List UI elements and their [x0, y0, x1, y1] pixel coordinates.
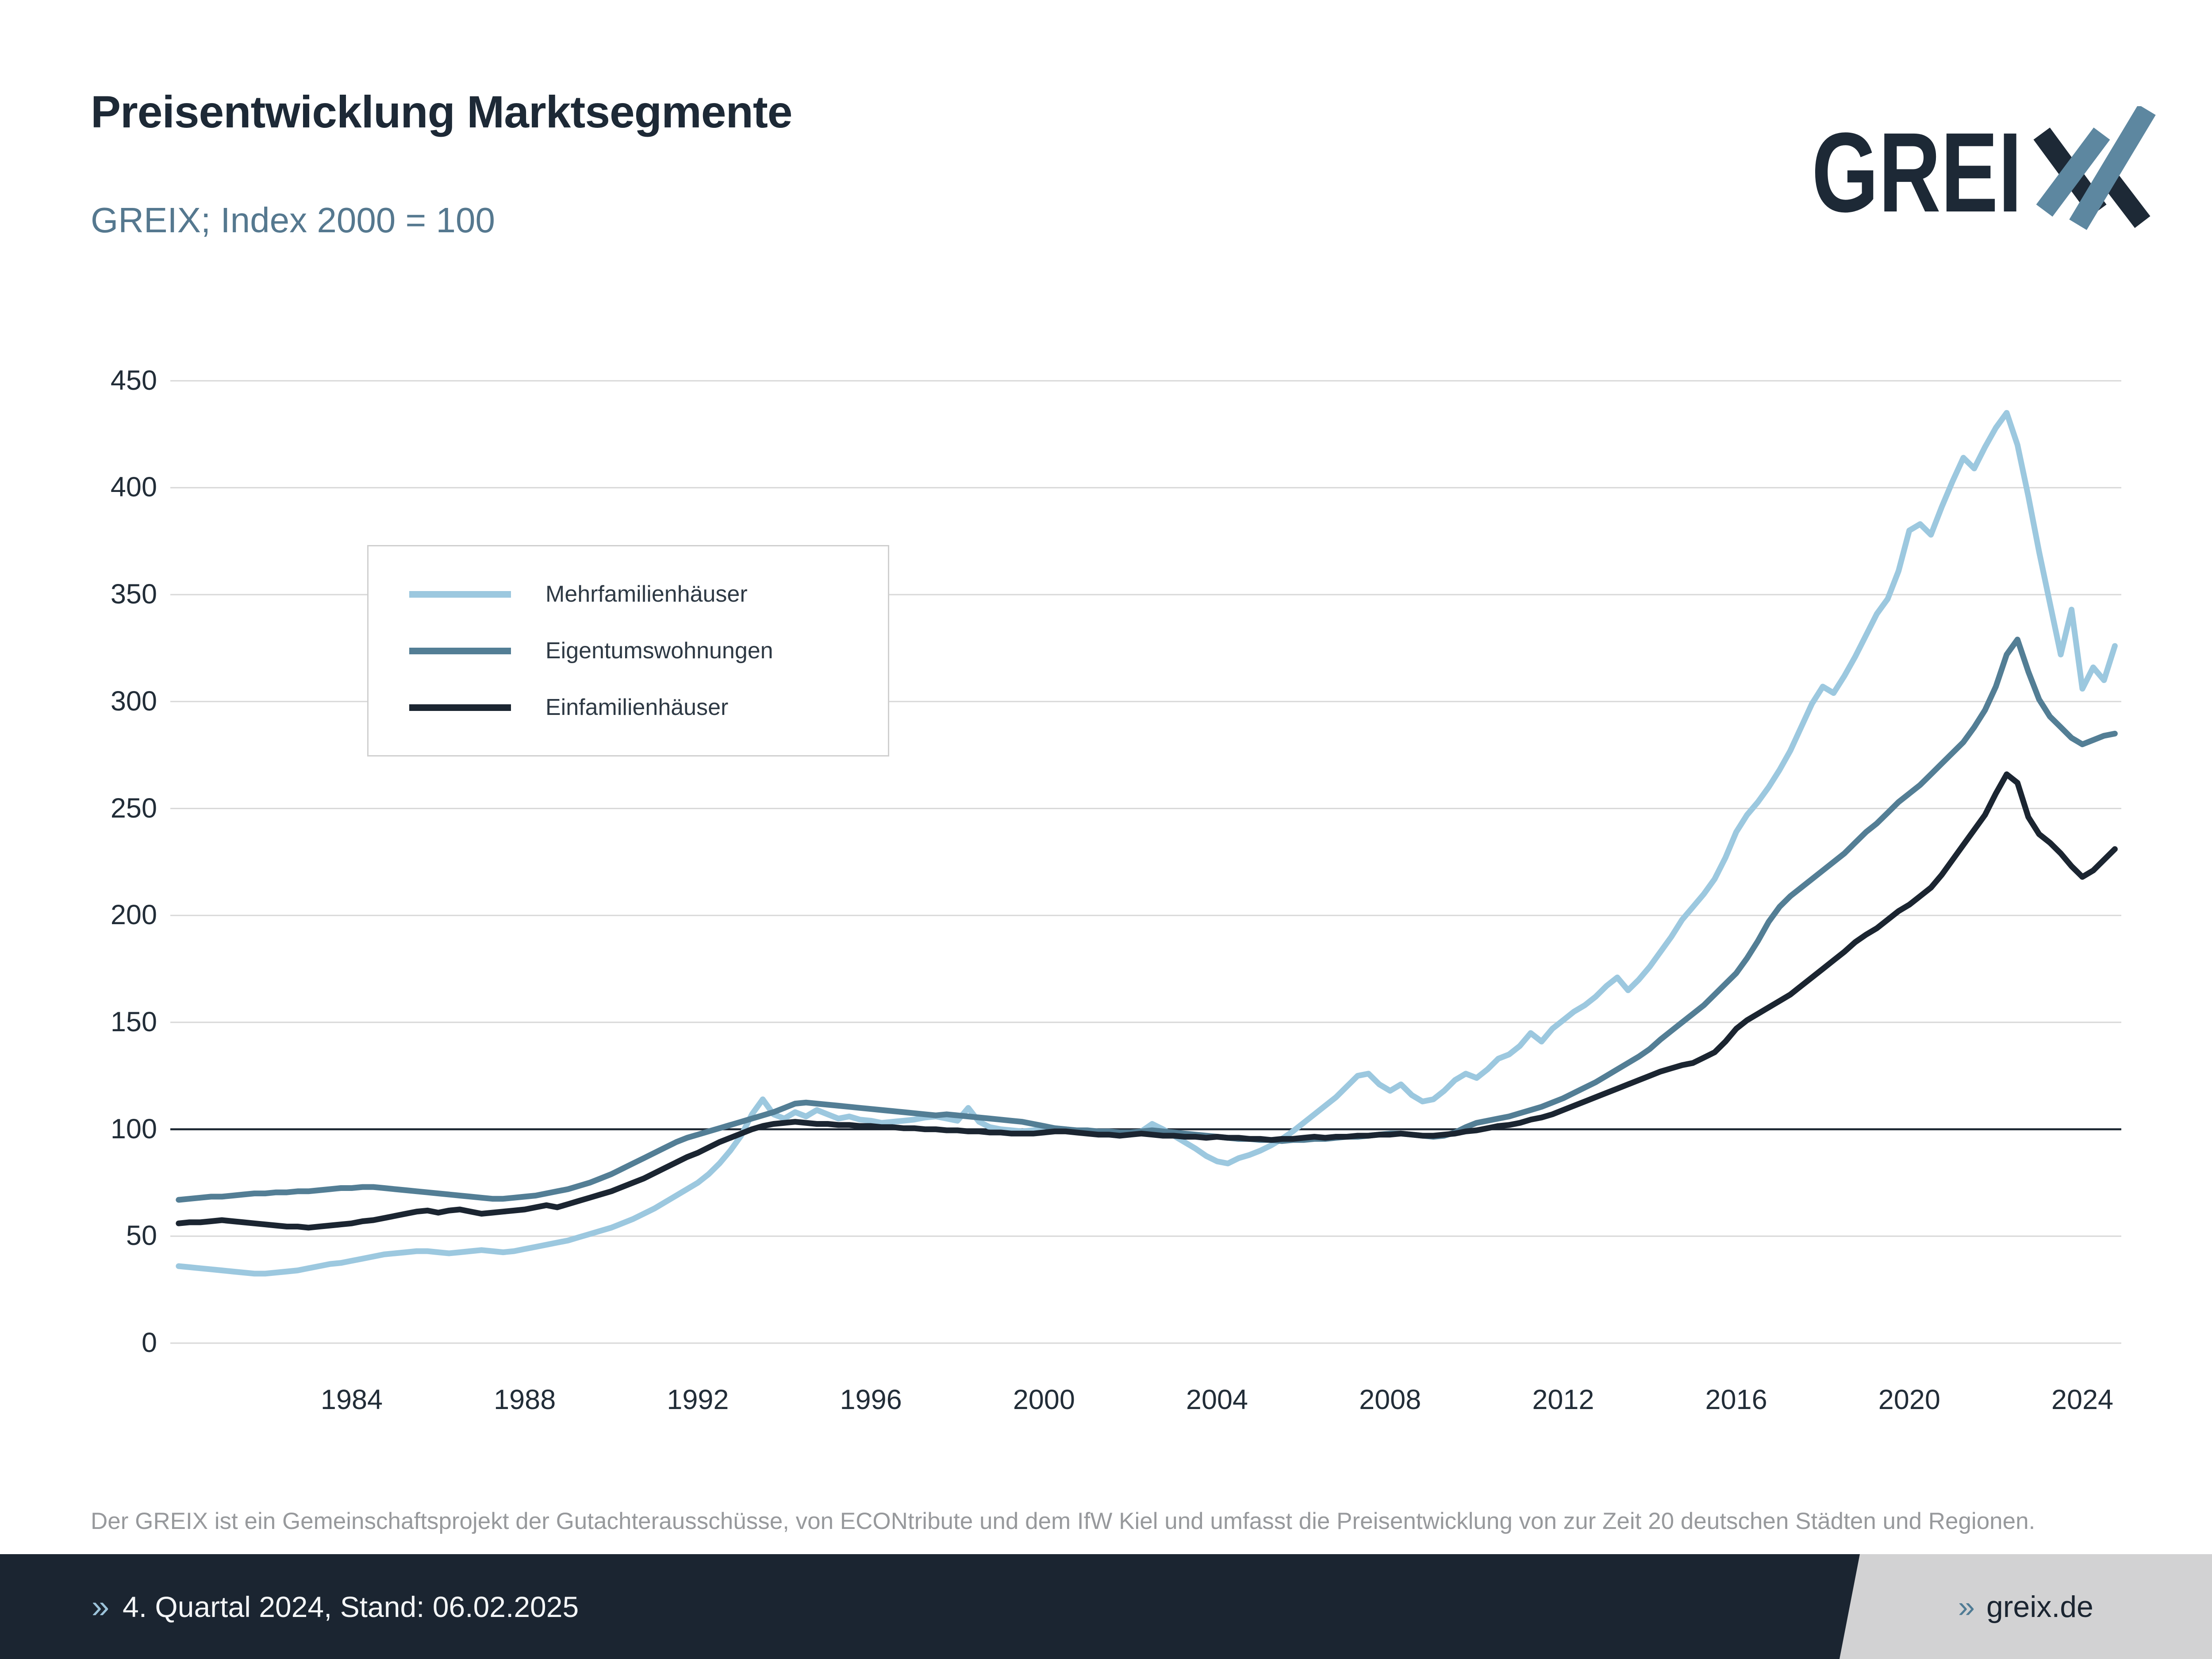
- y-axis-label-250: 250: [110, 792, 157, 824]
- x-axis-label-2024: 2024: [2051, 1384, 2114, 1415]
- x-axis-label-2004: 2004: [1186, 1384, 1248, 1415]
- legend-label-eigentumswohnungen: Eigentumswohnungen: [545, 638, 773, 664]
- legend-swatch-einfamilienhaeuser: [409, 704, 511, 711]
- x-axis-label-1988: 1988: [494, 1384, 556, 1415]
- y-axis-label-150: 150: [110, 1006, 157, 1037]
- y-axis-label-350: 350: [110, 579, 157, 610]
- y-axis-label-300: 300: [110, 685, 157, 717]
- y-axis-label-50: 50: [126, 1220, 157, 1252]
- x-axis-label-2000: 2000: [1013, 1384, 1075, 1415]
- legend-swatch-mehrfamilienhaeuser: [409, 591, 511, 598]
- footer-website-link[interactable]: greix.de: [1986, 1590, 2093, 1624]
- series-line-einfamilienhaeuser: [176, 771, 2118, 1231]
- x-axis-label-2016: 2016: [1705, 1384, 1767, 1415]
- y-axis-label-0: 0: [141, 1327, 157, 1358]
- footer-bar: » 4. Quartal 2024, Stand: 06.02.2025 » g…: [0, 1554, 2212, 1659]
- greix-logo-letters: GREI: [1812, 109, 2022, 230]
- footer-status-text: 4. Quartal 2024, Stand: 06.02.2025: [123, 1590, 579, 1623]
- page-subtitle: GREIX; Index 2000 = 100: [91, 200, 495, 240]
- footer-website-panel: » greix.de: [1839, 1554, 2212, 1659]
- legend: Mehrfamilienhäuser Eigentumswohnungen Ei…: [367, 545, 889, 757]
- y-axis-label-200: 200: [110, 899, 157, 931]
- y-axis-label-100: 100: [110, 1113, 157, 1144]
- legend-label-mehrfamilienhaeuser: Mehrfamilienhäuser: [545, 581, 748, 607]
- legend-item-einfamilienhaeuser: Einfamilienhäuser: [369, 694, 888, 721]
- legend-swatch-eigentumswohnungen: [409, 647, 511, 654]
- x-axis-label-1992: 1992: [667, 1384, 729, 1415]
- series-line-eigentumswohnungen: [176, 637, 2118, 1203]
- x-axis-label-2008: 2008: [1359, 1384, 1421, 1415]
- greix-logo-x-slash: [2036, 127, 2110, 217]
- greix-logo: GREI: [1812, 106, 2156, 230]
- x-axis-label-1996: 1996: [840, 1384, 902, 1415]
- x-axis-label-1984: 1984: [320, 1384, 383, 1415]
- legend-item-eigentumswohnungen: Eigentumswohnungen: [369, 637, 888, 664]
- legend-label-einfamilienhaeuser: Einfamilienhäuser: [545, 695, 729, 720]
- footer-status: » 4. Quartal 2024, Stand: 06.02.2025: [92, 1554, 579, 1659]
- x-axis-label-2020: 2020: [1878, 1384, 1940, 1415]
- x-axis-label-2012: 2012: [1532, 1384, 1594, 1415]
- page-title: Preisentwicklung Marktsegmente: [91, 87, 793, 137]
- greix-logo-rising-slash: [2069, 106, 2156, 230]
- y-axis-label-450: 450: [110, 365, 157, 396]
- chevron-right-icon: »: [1958, 1590, 1975, 1624]
- chevron-right-icon: »: [92, 1589, 110, 1624]
- legend-item-mehrfamilienhaeuser: Mehrfamilienhäuser: [369, 581, 888, 607]
- y-axis-label-400: 400: [110, 472, 157, 503]
- footnote: Der GREIX ist ein Gemeinschaftsprojekt d…: [91, 1508, 2035, 1534]
- series-line-mehrfamilienhaeuser: [176, 410, 2118, 1277]
